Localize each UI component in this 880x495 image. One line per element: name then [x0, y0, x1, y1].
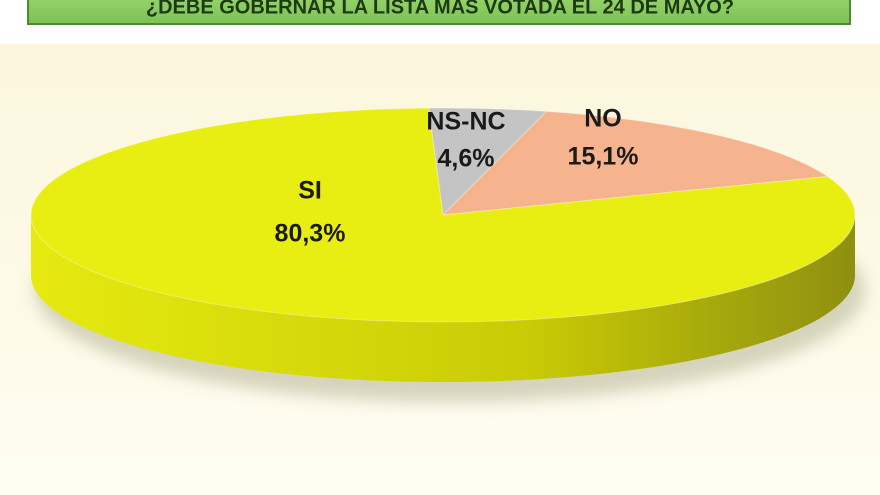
- pie-slice: [441, 110, 829, 216]
- slice-label: NO: [584, 105, 622, 133]
- slice-label: SI: [298, 177, 322, 205]
- value-label: 80,3%: [275, 220, 346, 248]
- pie-slice: [30, 107, 856, 323]
- chart-title: ¿DEBE GOBERNAR LA LISTA MAS VOTADA EL 24…: [146, 0, 734, 18]
- value-label: 15,1%: [568, 143, 639, 171]
- slice-label: NS-NC: [426, 108, 505, 136]
- title-box: [27, 0, 851, 25]
- value-label: 4,6%: [438, 145, 495, 173]
- pie-side: [31, 215, 855, 382]
- pie-slice: [428, 107, 548, 217]
